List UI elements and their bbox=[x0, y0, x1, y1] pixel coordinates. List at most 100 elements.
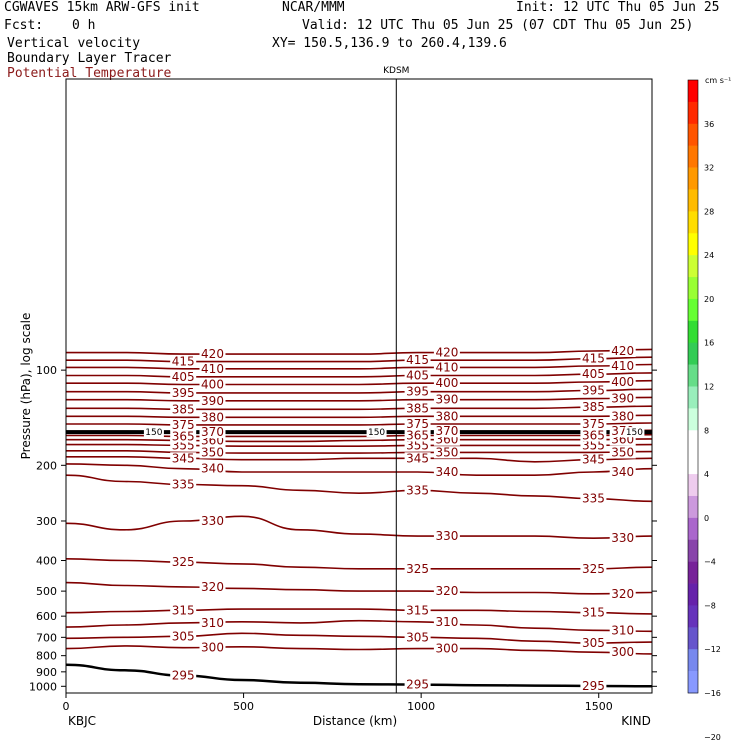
colorbar-swatch bbox=[688, 649, 698, 672]
label-background bbox=[580, 368, 607, 381]
label-background bbox=[433, 642, 460, 655]
label-background bbox=[580, 418, 607, 430]
isentrope-label-315: 315 bbox=[582, 606, 605, 620]
label-background bbox=[170, 418, 197, 431]
label-background bbox=[404, 484, 431, 497]
isentrope-label-305: 305 bbox=[172, 629, 195, 643]
label-background bbox=[580, 637, 607, 650]
isentrope-labels: 295 295 295 300 300 300 305 305 305 310 310 310 315 3… bbox=[143, 344, 645, 693]
isentrope-label-390: 390 bbox=[435, 393, 458, 407]
isentrope-label-400: 400 bbox=[201, 378, 224, 392]
isentrope-label-390: 390 bbox=[611, 392, 634, 406]
colorbar-swatch bbox=[688, 101, 698, 125]
colorbar-tick-label: −16 bbox=[704, 689, 721, 698]
isentrope-400 bbox=[66, 379, 653, 386]
isentrope-label-420: 420 bbox=[435, 346, 458, 360]
thick-contour-label: 150 bbox=[626, 428, 643, 438]
label-background bbox=[199, 616, 226, 629]
colorbar-swatch bbox=[688, 189, 698, 212]
colorbar-tick-label: 24 bbox=[704, 251, 714, 260]
isentrope-label-375: 375 bbox=[406, 417, 429, 431]
isentrope-label-380: 380 bbox=[201, 410, 224, 424]
model-title: CGWAVES 15km ARW-GFS init bbox=[4, 0, 200, 15]
label-background bbox=[199, 462, 226, 475]
isentrope-360 bbox=[66, 438, 653, 443]
label-background bbox=[609, 360, 636, 372]
label-background bbox=[433, 377, 460, 390]
colorbar-tick-label: 4 bbox=[704, 470, 709, 479]
colorbar-swatch bbox=[688, 495, 698, 519]
isentrope-label-410: 410 bbox=[435, 360, 458, 374]
isentrope-label-365: 365 bbox=[406, 429, 429, 443]
colorbar-swatch bbox=[688, 298, 698, 322]
isentrope-label-420: 420 bbox=[201, 347, 224, 361]
isentrope-label-395: 395 bbox=[406, 385, 429, 399]
isentrope-label-295: 295 bbox=[172, 669, 195, 683]
colorbar-tick-label: 36 bbox=[704, 120, 714, 129]
colorbar-swatch bbox=[688, 255, 698, 278]
isentrope-label-305: 305 bbox=[582, 636, 605, 650]
label-background bbox=[609, 392, 636, 405]
label-background bbox=[580, 562, 607, 575]
isentrope-340 bbox=[65, 463, 653, 477]
x-tick-label: 1500 bbox=[585, 700, 613, 713]
isentrope-label-395: 395 bbox=[172, 386, 195, 400]
isentrope-label-325: 325 bbox=[582, 562, 605, 576]
isentrope-325 bbox=[65, 558, 653, 570]
isentrope-410 bbox=[66, 363, 653, 370]
isentrope-label-335: 335 bbox=[172, 478, 195, 492]
isentrope-385 bbox=[66, 405, 653, 411]
isentrope-label-320: 320 bbox=[435, 584, 458, 598]
isentrope-345 bbox=[65, 455, 653, 463]
colorbar-unit: cm s⁻¹ bbox=[705, 76, 731, 85]
label-background bbox=[199, 426, 226, 439]
label-background bbox=[580, 429, 607, 442]
colorbar-swatch bbox=[688, 474, 698, 497]
label-background bbox=[199, 515, 226, 527]
isentrope-label-335: 335 bbox=[406, 483, 429, 497]
colorbar-tick-label: 8 bbox=[704, 426, 709, 435]
isentrope-label-315: 315 bbox=[406, 603, 429, 617]
label-background bbox=[609, 466, 636, 478]
colorbar-swatch bbox=[688, 386, 698, 409]
label-background bbox=[624, 427, 645, 438]
label-background bbox=[580, 680, 607, 692]
colorbar-swatch bbox=[688, 80, 698, 103]
plot-frame bbox=[65, 78, 653, 694]
colorbar-swatch bbox=[688, 211, 698, 234]
valid-time: Valid: 12 UTC Thu 05 Jun 25 (07 CDT Thu … bbox=[302, 18, 694, 33]
y-tick-label: 500 bbox=[36, 585, 57, 598]
label-background bbox=[170, 430, 197, 443]
isentrope-label-405: 405 bbox=[172, 370, 195, 384]
isentrope-label-310: 310 bbox=[611, 623, 634, 637]
isentrope-300 bbox=[65, 645, 653, 655]
label-background bbox=[170, 556, 197, 569]
isentrope-label-295: 295 bbox=[406, 678, 429, 692]
colorbar-tick-label: 20 bbox=[704, 295, 714, 304]
colorbar-swatch bbox=[688, 583, 698, 606]
isentrope-label-325: 325 bbox=[406, 562, 429, 576]
isentrope-320 bbox=[65, 581, 653, 595]
y-tick-label: 600 bbox=[36, 610, 57, 623]
x-axis: 0 500 1000 1500 bbox=[63, 693, 613, 713]
label-background bbox=[404, 385, 431, 398]
isentrope-label-380: 380 bbox=[611, 409, 634, 423]
y-tick-label: 400 bbox=[36, 554, 57, 567]
label-background bbox=[609, 410, 636, 423]
label-background bbox=[404, 369, 431, 382]
colorbar-tick-label: 32 bbox=[704, 164, 714, 173]
label-background bbox=[433, 346, 460, 359]
label-background bbox=[404, 562, 431, 575]
label-background bbox=[433, 585, 460, 598]
isentrope-label-350: 350 bbox=[435, 445, 458, 459]
isentrope-label-410: 410 bbox=[201, 362, 224, 376]
colorbar: 36 32 28 24 20 16 12 8 4 0 −4 −8 −12 −16 −20 bbox=[687, 79, 721, 740]
colorbar-tick-label: −8 bbox=[704, 601, 716, 610]
label-background bbox=[404, 631, 431, 644]
label-background bbox=[170, 630, 197, 643]
label-background bbox=[609, 646, 636, 659]
isentrope-label-300: 300 bbox=[611, 645, 634, 659]
isentrope-label-415: 415 bbox=[582, 352, 605, 366]
label-background bbox=[404, 418, 431, 430]
colorbar-tick-label: −4 bbox=[704, 558, 716, 567]
